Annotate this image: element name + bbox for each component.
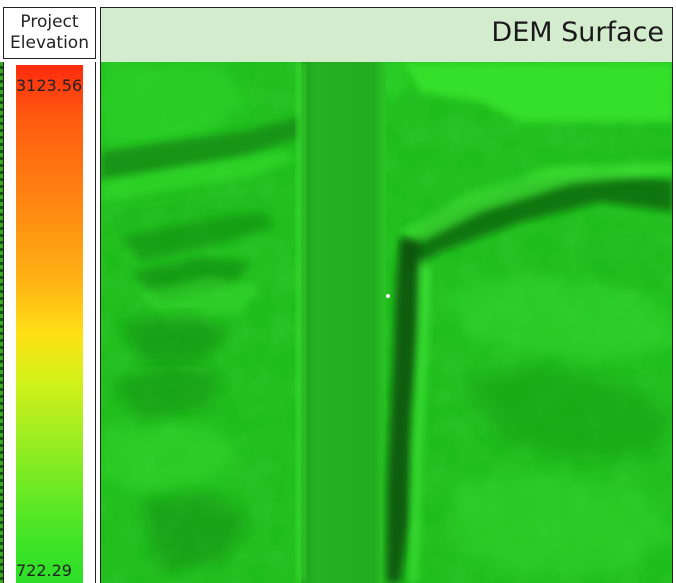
location-marker — [386, 294, 390, 298]
elevation-color-ramp — [16, 65, 83, 583]
legend-title-line2: Elevation — [10, 33, 89, 53]
legend-min-value: 722.29 — [16, 561, 72, 580]
legend-max-value: 3123.56 — [16, 76, 83, 95]
dem-hillshade-image — [101, 62, 672, 583]
legend-edge-marker — [0, 62, 3, 583]
dem-surface-map[interactable] — [100, 62, 673, 583]
legend-header: Project Elevation — [3, 7, 96, 59]
view-title: DEM Surface — [491, 17, 664, 48]
legend-title-line1: Project — [20, 12, 79, 32]
view-title-bar: DEM Surface — [100, 7, 673, 63]
